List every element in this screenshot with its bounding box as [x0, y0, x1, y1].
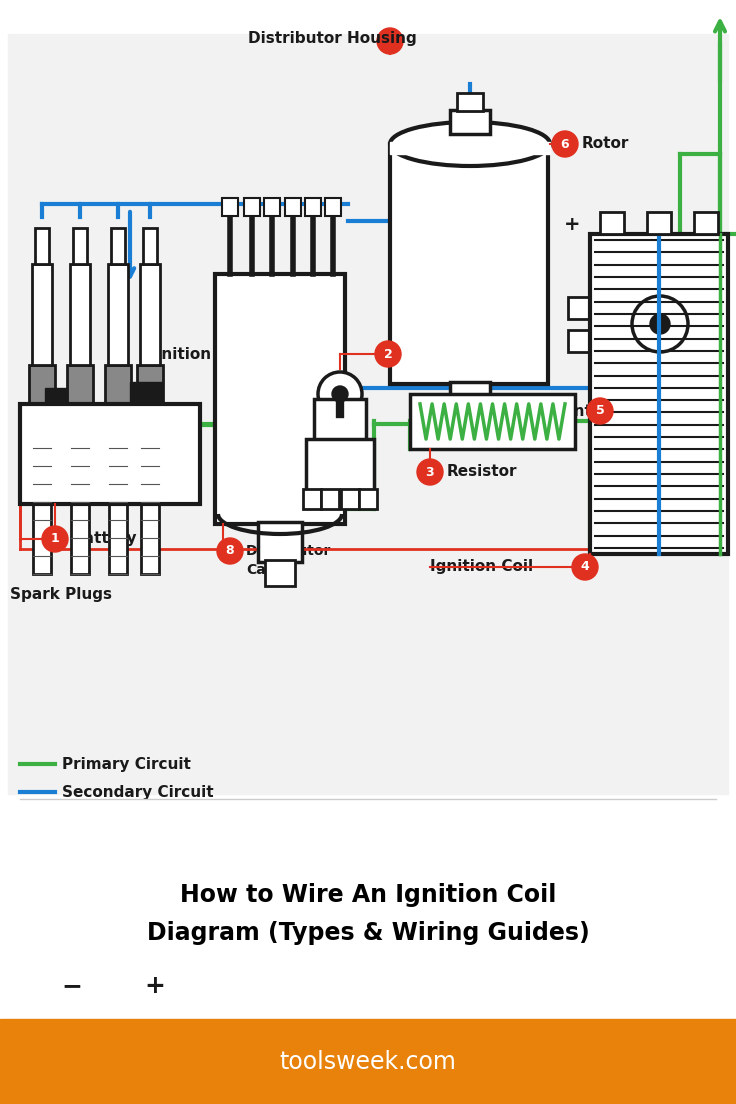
- Bar: [67, 365, 93, 429]
- Text: Resistor: Resistor: [447, 465, 517, 479]
- Bar: [71, 412, 89, 574]
- Bar: [0, 1019, 736, 1104]
- Circle shape: [42, 526, 68, 552]
- Circle shape: [332, 386, 348, 402]
- Bar: [306, 439, 374, 491]
- Circle shape: [382, 33, 398, 49]
- Text: +: +: [564, 214, 580, 234]
- Circle shape: [375, 341, 401, 367]
- Text: 4: 4: [581, 561, 590, 573]
- Bar: [222, 198, 238, 216]
- Bar: [694, 212, 718, 234]
- Bar: [457, 420, 483, 446]
- Text: 1: 1: [51, 532, 60, 545]
- Bar: [390, 144, 548, 384]
- Circle shape: [650, 314, 670, 335]
- Bar: [457, 93, 483, 112]
- Text: +: +: [144, 974, 166, 998]
- Text: Cap: Cap: [246, 563, 275, 577]
- Bar: [111, 229, 125, 264]
- Bar: [341, 489, 359, 509]
- Bar: [137, 365, 163, 429]
- Bar: [258, 522, 302, 562]
- Bar: [109, 412, 127, 574]
- Bar: [32, 264, 52, 365]
- Bar: [8, 34, 728, 794]
- Bar: [265, 560, 295, 586]
- Bar: [130, 382, 162, 404]
- Text: Spark Plugs: Spark Plugs: [10, 586, 112, 602]
- Circle shape: [600, 264, 720, 384]
- Bar: [568, 297, 600, 319]
- Circle shape: [632, 296, 688, 352]
- Bar: [590, 234, 728, 554]
- Bar: [450, 110, 490, 134]
- Bar: [105, 365, 131, 429]
- Text: Primary Circuit: Primary Circuit: [62, 756, 191, 772]
- Circle shape: [572, 554, 598, 580]
- Bar: [325, 198, 341, 216]
- Bar: [141, 412, 159, 574]
- Bar: [359, 489, 377, 509]
- Circle shape: [377, 28, 403, 54]
- Text: Distributor: Distributor: [246, 544, 331, 558]
- Bar: [33, 412, 51, 574]
- Bar: [314, 399, 366, 440]
- Bar: [244, 198, 260, 216]
- Text: 3: 3: [425, 466, 434, 478]
- Bar: [303, 489, 321, 509]
- Bar: [450, 382, 490, 422]
- Bar: [108, 264, 128, 365]
- Ellipse shape: [390, 123, 550, 166]
- Bar: [35, 229, 49, 264]
- Bar: [264, 198, 280, 216]
- Text: Ignition Switch: Ignition Switch: [145, 347, 274, 361]
- Text: Secondary Circuit: Secondary Circuit: [62, 785, 213, 799]
- Text: 5: 5: [595, 404, 604, 417]
- Circle shape: [417, 459, 443, 485]
- Circle shape: [318, 372, 362, 416]
- Text: Ignition Coil: Ignition Coil: [430, 560, 533, 574]
- Text: Distributor Housing: Distributor Housing: [248, 32, 417, 46]
- Text: 6: 6: [561, 138, 570, 150]
- Bar: [20, 404, 200, 505]
- Bar: [568, 330, 600, 352]
- Text: 2: 2: [383, 348, 392, 361]
- Text: −: −: [62, 974, 82, 998]
- Bar: [73, 229, 87, 264]
- Bar: [143, 229, 157, 264]
- Bar: [321, 489, 339, 509]
- Text: Battery: Battery: [73, 531, 138, 546]
- Bar: [29, 365, 55, 429]
- Circle shape: [217, 538, 243, 564]
- Bar: [285, 198, 301, 216]
- Circle shape: [552, 131, 578, 157]
- Text: 8: 8: [226, 544, 234, 558]
- Text: Rotor: Rotor: [582, 137, 629, 151]
- Bar: [45, 388, 67, 404]
- Bar: [215, 274, 345, 524]
- Bar: [410, 394, 575, 449]
- Bar: [70, 264, 90, 365]
- Bar: [600, 212, 624, 234]
- Text: How to Wire An Ignition Coil
Diagram (Types & Wiring Guides): How to Wire An Ignition Coil Diagram (Ty…: [146, 883, 590, 945]
- Bar: [390, 142, 550, 153]
- Circle shape: [587, 399, 613, 424]
- Text: Points: Points: [548, 403, 602, 418]
- Bar: [647, 212, 671, 234]
- Bar: [140, 264, 160, 365]
- Text: toolsweek.com: toolsweek.com: [280, 1050, 456, 1074]
- Bar: [305, 198, 321, 216]
